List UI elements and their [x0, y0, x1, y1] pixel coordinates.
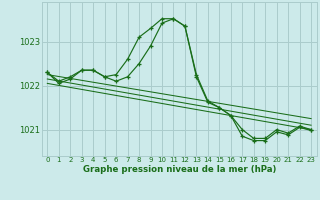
X-axis label: Graphe pression niveau de la mer (hPa): Graphe pression niveau de la mer (hPa): [83, 165, 276, 174]
